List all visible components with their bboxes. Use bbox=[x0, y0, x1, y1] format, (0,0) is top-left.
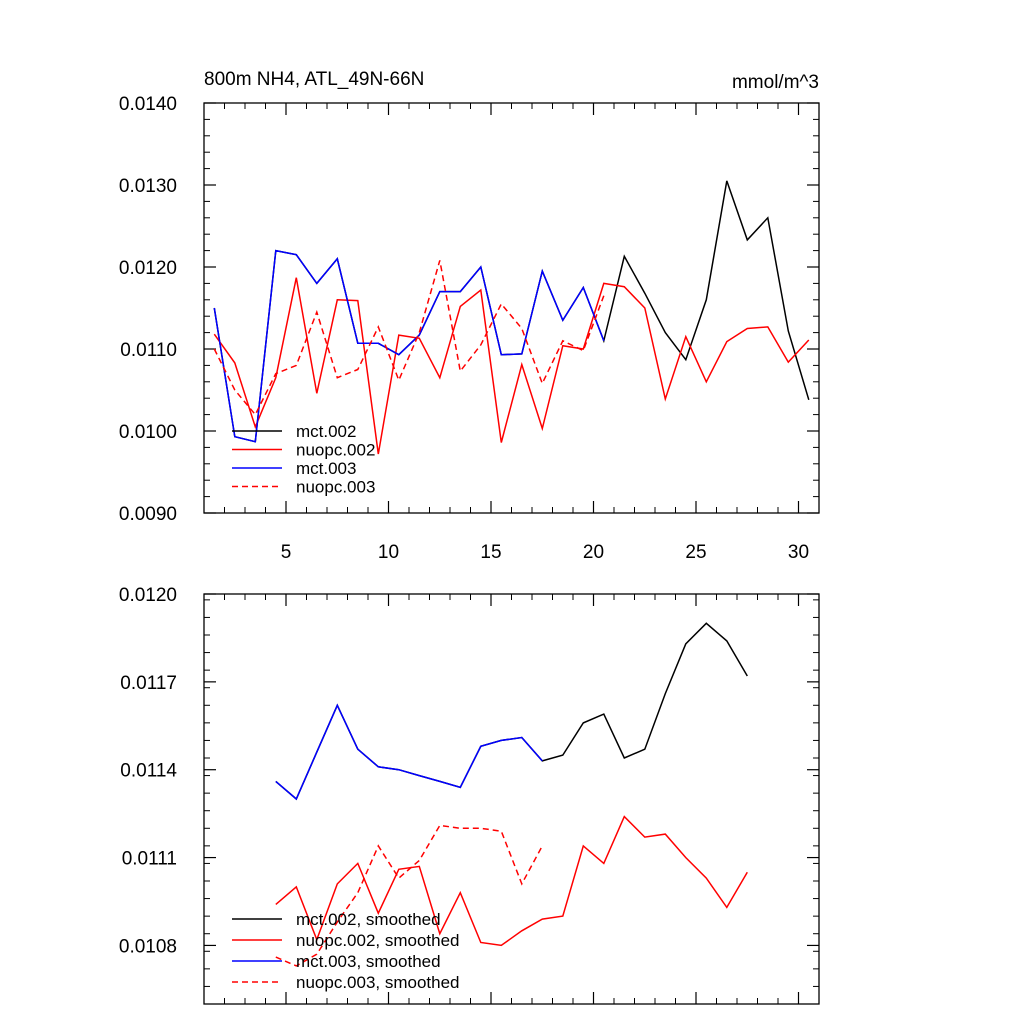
x-tick-label: 5 bbox=[281, 542, 292, 563]
legend-label: nuopc.002, smoothed bbox=[296, 931, 460, 950]
y-tick-label: 0.0090 bbox=[119, 504, 177, 525]
y-tick-label: 0.0130 bbox=[119, 176, 177, 197]
x-tick-label: 10 bbox=[378, 542, 399, 563]
top-plot-units: mmol/m^3 bbox=[732, 72, 819, 93]
series-line-nuopc-003 bbox=[213, 260, 605, 416]
series-line-mct-002-smoothed bbox=[275, 622, 748, 801]
x-tick-label: 30 bbox=[788, 542, 809, 563]
y-tick-label: 0.0100 bbox=[119, 422, 177, 443]
x-tick-label: 25 bbox=[685, 542, 706, 563]
x-tick-label: 15 bbox=[480, 542, 501, 563]
legend-label: mct.003, smoothed bbox=[296, 952, 441, 971]
y-tick-label: 0.0108 bbox=[119, 936, 177, 957]
y-tick-label: 0.0140 bbox=[119, 94, 177, 115]
series-line-nuopc-002-smoothed bbox=[275, 815, 748, 947]
y-tick-label: 0.0120 bbox=[119, 258, 177, 279]
y-tick-label: 0.0120 bbox=[119, 585, 177, 606]
legend-label: mct.002 bbox=[296, 422, 356, 441]
series-line-mct-003 bbox=[213, 249, 605, 443]
legend-label: mct.003 bbox=[296, 459, 356, 478]
series-line-nuopc-002 bbox=[213, 277, 810, 455]
legend-label: nuopc.003, smoothed bbox=[296, 973, 460, 992]
legend-label: nuopc.003 bbox=[296, 478, 375, 497]
y-tick-label: 0.0117 bbox=[120, 673, 177, 694]
y-tick-label: 0.0110 bbox=[120, 340, 177, 361]
legend-label: mct.002, smoothed bbox=[296, 910, 441, 929]
series-line-mct-003-smoothed bbox=[275, 703, 543, 801]
legend-label: nuopc.002 bbox=[296, 441, 375, 460]
y-tick-label: 0.0114 bbox=[120, 761, 177, 782]
x-tick-label: 20 bbox=[583, 542, 604, 563]
series-line-nuopc-003-smoothed bbox=[275, 824, 543, 967]
top-plot-title: 800m NH4, ATL_49N-66N bbox=[204, 69, 424, 90]
y-tick-label: 0.0111 bbox=[122, 849, 177, 870]
